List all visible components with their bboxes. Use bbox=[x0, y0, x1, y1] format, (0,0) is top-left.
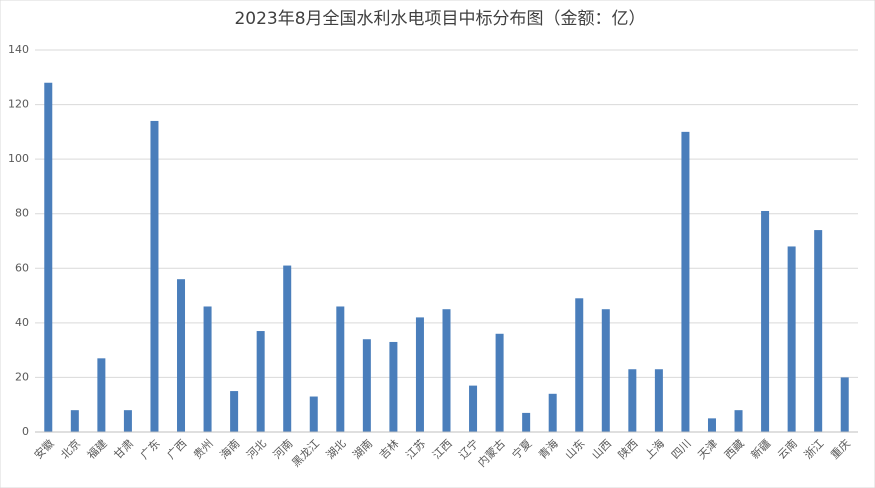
bar bbox=[230, 391, 239, 432]
bar bbox=[70, 410, 79, 432]
bar bbox=[336, 306, 345, 432]
bar bbox=[177, 279, 186, 432]
bar bbox=[548, 393, 557, 432]
y-tick-label: 60 bbox=[15, 261, 29, 274]
bar bbox=[787, 246, 796, 432]
bar bbox=[283, 265, 292, 432]
bar bbox=[575, 298, 584, 432]
y-tick-label: 80 bbox=[15, 207, 29, 220]
bar bbox=[256, 331, 265, 432]
bar bbox=[97, 358, 106, 432]
bar bbox=[654, 369, 663, 432]
bar bbox=[522, 412, 531, 432]
bar bbox=[150, 120, 159, 432]
bar bbox=[309, 396, 318, 432]
chart-title: 2023年8月全国水利水电项目中标分布图（金额：亿） bbox=[234, 9, 645, 29]
bar bbox=[601, 309, 610, 432]
bar bbox=[628, 369, 637, 432]
y-tick-label: 40 bbox=[15, 316, 29, 329]
bar bbox=[415, 317, 424, 432]
y-tick-label: 140 bbox=[8, 43, 29, 56]
bar bbox=[495, 333, 504, 432]
y-tick-label: 20 bbox=[15, 370, 29, 383]
bar bbox=[681, 131, 690, 432]
y-tick-label: 100 bbox=[8, 152, 29, 165]
bar bbox=[734, 410, 743, 432]
bar bbox=[362, 339, 371, 432]
bar bbox=[123, 410, 132, 432]
bar bbox=[814, 230, 823, 432]
bar bbox=[707, 418, 716, 432]
bar bbox=[840, 377, 849, 432]
y-tick-label: 120 bbox=[8, 98, 29, 111]
bar bbox=[469, 385, 478, 432]
bar bbox=[203, 306, 212, 432]
bar bbox=[389, 341, 398, 432]
bar bbox=[44, 82, 53, 432]
y-tick-label: 0 bbox=[22, 425, 29, 438]
bar bbox=[761, 210, 770, 432]
bar bbox=[442, 309, 451, 432]
